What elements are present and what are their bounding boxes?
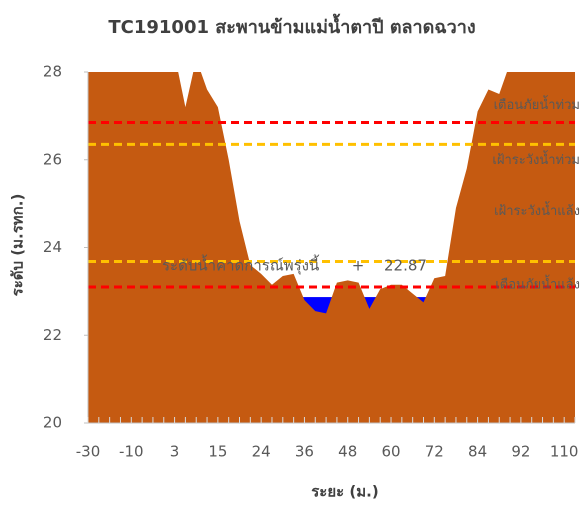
forecast-label: ระดับน้ำคาดการณ์พรุ่งนี้ [162,255,320,276]
reference-label: เฝ้าระวังน้ำท่วม [492,150,580,168]
x-tick-label: 3 [170,443,180,461]
x-tick-label: -30 [76,443,101,461]
y-tick-label: 24 [43,238,62,256]
x-tick-label: 72 [425,443,444,461]
x-tick-label: 84 [468,443,487,461]
forecast-value: 22.87 [384,257,427,275]
reference-label: เตือนภัยน้ำท่วม [494,95,580,113]
y-tick-label: 26 [43,150,62,168]
ground-area [88,72,575,423]
x-tick-label: 36 [295,443,314,461]
reference-label: เฝ้าระวังน้ำแล้ง [494,201,580,219]
x-tick-label: 110 [550,443,579,461]
forecast-symbol: + [352,257,365,275]
plot-area [88,72,575,423]
x-tick-label: 48 [338,443,357,461]
y-axis-label: ระดับ (ม.รทก.) [9,194,27,297]
x-tick-label: 92 [511,443,530,461]
x-axis-label: ระยะ (ม.) [311,483,378,501]
y-tick-label: 20 [43,414,62,432]
chart-title: TC191001 สะพานข้ามแม่น้ำตาปี ตลาดฉวาง [108,13,475,38]
x-tick-label: -10 [119,443,144,461]
y-tick-label: 28 [43,63,62,81]
x-tick-label: 24 [252,443,271,461]
y-tick-label: 22 [43,326,62,344]
x-tick-label: 15 [208,443,227,461]
reference-label: เตือนภัยน้ำแล้ง [495,274,580,292]
x-tick-label: 60 [381,443,400,461]
